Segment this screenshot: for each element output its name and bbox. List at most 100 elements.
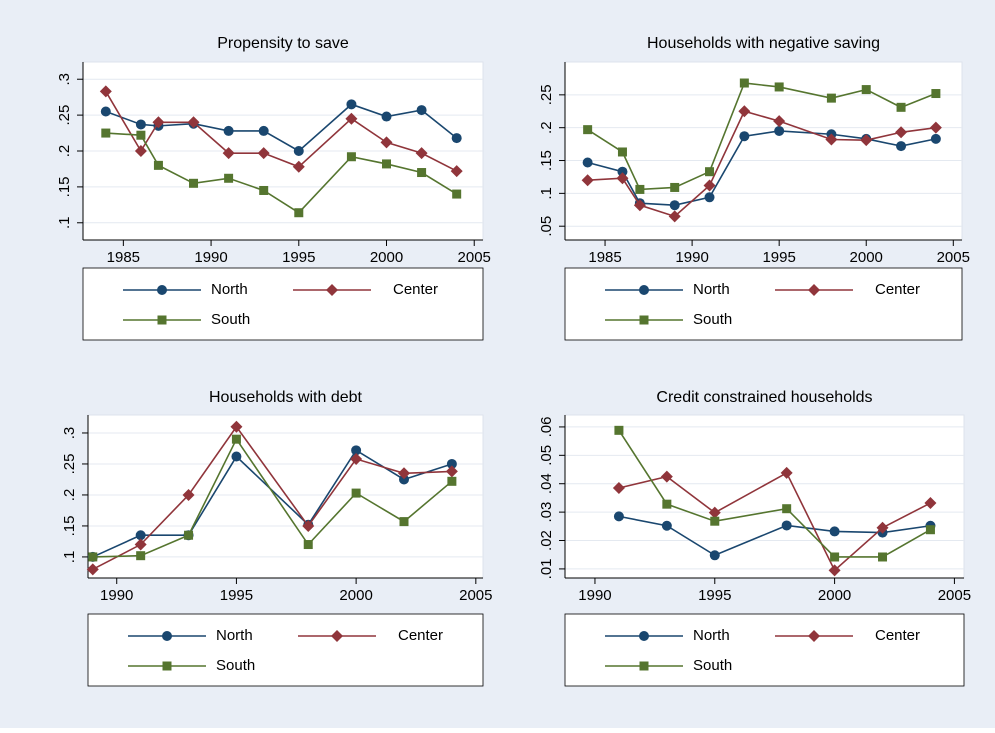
series-line xyxy=(92,437,453,558)
x-tick-label: 2005 xyxy=(458,249,491,266)
data-point xyxy=(399,474,409,485)
x-tick-label: 1995 xyxy=(698,587,731,604)
y-tick-label: .02 xyxy=(538,530,555,551)
legend-label: South xyxy=(211,311,250,328)
data-point xyxy=(709,550,720,561)
data-point xyxy=(136,130,146,140)
data-point xyxy=(616,172,629,185)
data-point xyxy=(447,476,457,486)
x-tick-label: 1990 xyxy=(578,587,611,604)
legend-label: North xyxy=(693,627,730,644)
y-tick-label: .3 xyxy=(56,73,73,86)
legend-label: North xyxy=(693,281,730,298)
data-point xyxy=(896,141,907,152)
data-point xyxy=(452,189,462,199)
data-point xyxy=(774,125,785,136)
legend-marker xyxy=(331,630,343,642)
data-point xyxy=(445,465,458,478)
legend-label: Center xyxy=(398,627,443,644)
data-point xyxy=(380,136,393,149)
legend-label: North xyxy=(211,281,248,298)
x-tick-label: 1990 xyxy=(100,587,133,604)
data-point xyxy=(662,499,672,509)
chart-title: Credit constrained households xyxy=(656,389,872,406)
x-tick-label: 2005 xyxy=(938,587,971,604)
data-point xyxy=(417,168,427,178)
data-point xyxy=(415,147,428,160)
legend-marker xyxy=(639,631,649,641)
legend-marker xyxy=(157,315,167,325)
x-tick-label: 1985 xyxy=(107,249,140,266)
legend-label: Center xyxy=(875,281,920,298)
x-tick-label: 1985 xyxy=(588,249,621,266)
x-tick-label: 1995 xyxy=(220,587,253,604)
data-point xyxy=(101,128,111,138)
data-point xyxy=(612,481,625,494)
y-tick-label: .15 xyxy=(61,516,78,537)
data-point xyxy=(828,564,841,577)
data-point xyxy=(350,453,363,466)
data-point xyxy=(303,540,313,550)
data-point xyxy=(896,102,906,112)
x-tick-label: 2000 xyxy=(339,587,372,604)
data-point xyxy=(582,157,593,168)
data-point xyxy=(829,526,840,537)
legend-label: South xyxy=(693,311,732,328)
data-point xyxy=(292,160,305,173)
data-point xyxy=(294,208,304,218)
y-tick-label: .3 xyxy=(61,427,78,440)
legend-label: North xyxy=(216,627,253,644)
data-point xyxy=(924,497,937,510)
y-tick-label: .15 xyxy=(56,176,73,197)
data-point xyxy=(258,125,269,136)
legend-box xyxy=(82,267,484,341)
y-tick-label: .25 xyxy=(56,105,73,126)
data-point xyxy=(704,192,715,203)
data-point xyxy=(135,119,146,130)
data-point xyxy=(860,134,873,147)
series-line xyxy=(92,425,452,571)
chart-title: Households with debt xyxy=(209,389,363,406)
data-point xyxy=(302,519,315,532)
data-point xyxy=(398,467,410,480)
data-point xyxy=(351,488,361,498)
data-point xyxy=(825,133,838,146)
data-point xyxy=(136,551,146,561)
y-tick-label: .2 xyxy=(538,121,555,134)
plot-area xyxy=(564,414,965,579)
data-point xyxy=(780,466,793,479)
x-tick-label: 2000 xyxy=(818,587,851,604)
legend-marker xyxy=(157,285,167,295)
data-point xyxy=(134,145,147,157)
y-tick-label: .2 xyxy=(61,489,78,502)
data-point xyxy=(99,85,112,98)
x-tick-label: 1995 xyxy=(282,249,315,266)
data-point xyxy=(346,152,356,162)
data-point xyxy=(450,165,463,178)
x-tick-label: 2000 xyxy=(370,249,403,266)
data-point xyxy=(738,105,751,118)
y-tick-label: .25 xyxy=(538,84,555,105)
data-point xyxy=(931,89,941,99)
legend-marker xyxy=(808,630,820,642)
data-point xyxy=(670,182,680,192)
data-point xyxy=(661,520,672,531)
data-point xyxy=(259,185,269,195)
legend-marker xyxy=(639,315,649,325)
data-point xyxy=(152,116,165,129)
data-point xyxy=(100,106,111,117)
data-point xyxy=(739,78,749,88)
y-tick-label: .06 xyxy=(538,416,555,437)
data-point xyxy=(660,470,673,483)
x-tick-label: 1990 xyxy=(194,249,227,266)
y-tick-label: .2 xyxy=(56,145,73,158)
legend-marker xyxy=(162,631,172,641)
data-point xyxy=(86,563,99,576)
data-point xyxy=(583,125,593,135)
legend-marker xyxy=(808,284,820,296)
legend-marker xyxy=(639,285,649,295)
data-point xyxy=(293,146,304,156)
data-point xyxy=(345,112,358,125)
data-point xyxy=(826,93,836,103)
data-point xyxy=(382,159,392,169)
